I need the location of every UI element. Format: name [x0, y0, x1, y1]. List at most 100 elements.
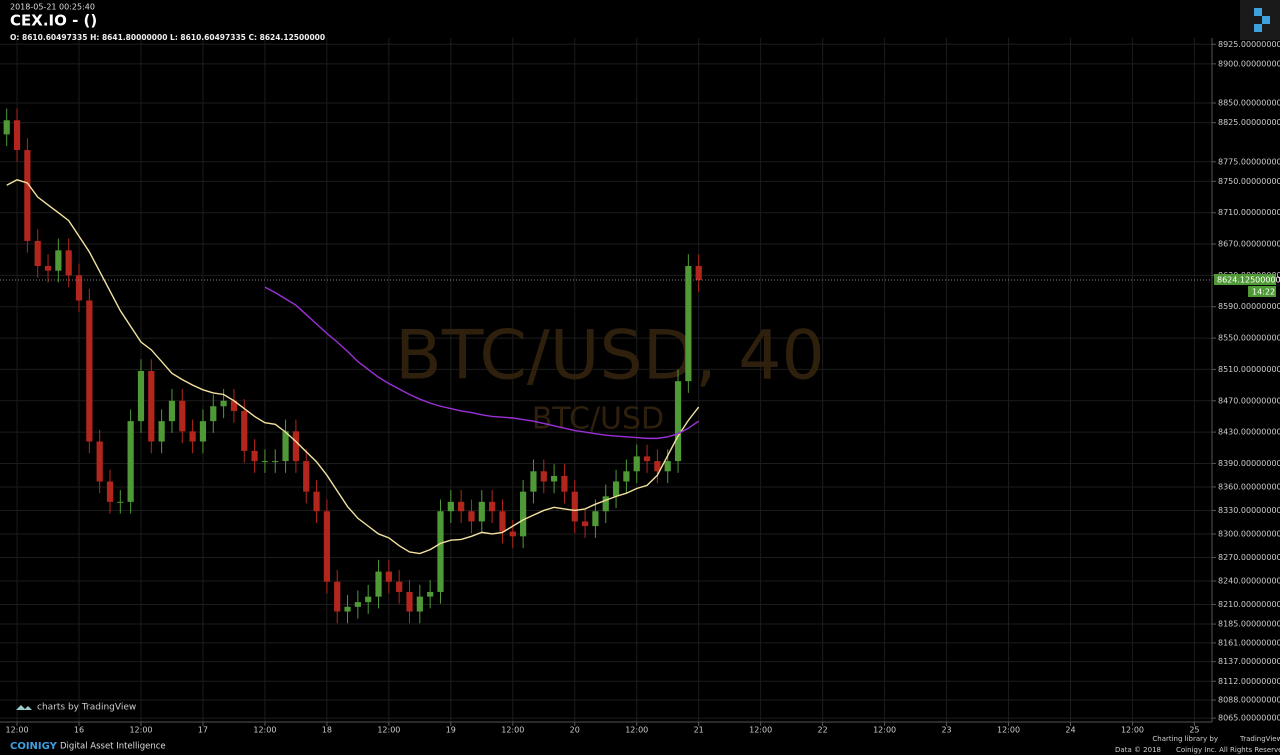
x-tick-label: 12:00 — [997, 726, 1020, 735]
candle-body — [354, 602, 361, 607]
candle-body — [230, 400, 238, 411]
x-tick-label: 12:00 — [6, 726, 29, 735]
candle-body — [695, 266, 702, 281]
y-tick-label: 8510.00000000 — [1218, 365, 1280, 374]
last-price-box — [1214, 274, 1276, 286]
candle-body — [674, 381, 682, 462]
candle-body — [509, 531, 516, 537]
y-tick-label: 8850.00000000 — [1218, 99, 1280, 108]
candle-body — [210, 406, 217, 422]
candle-body — [303, 461, 310, 492]
y-tick-label: 8900.00000000 — [1218, 59, 1280, 68]
y-tick-label: 8390.00000000 — [1218, 459, 1280, 468]
candle-body — [592, 511, 599, 527]
candle-body — [24, 150, 31, 241]
candle-body — [375, 571, 382, 597]
tv-badge: charts by TradingView — [37, 703, 136, 713]
candle-body — [282, 431, 289, 462]
candle-body — [13, 120, 21, 151]
candle-body — [199, 421, 207, 442]
candle-body — [106, 481, 114, 502]
candle-body — [581, 521, 589, 527]
y-tick-label: 8088.00000000 — [1218, 696, 1280, 705]
countdown-box — [1248, 286, 1276, 298]
candle-body — [623, 471, 630, 482]
candle-body — [654, 461, 661, 472]
candle-body — [551, 475, 558, 482]
title: CEX.IO - () — [10, 12, 97, 30]
candle-body — [530, 471, 537, 492]
moving-average — [6, 179, 700, 555]
x-tick-label: 20 — [570, 726, 580, 735]
candle-body — [458, 501, 465, 512]
x-tick-label: 25 — [1189, 726, 1199, 735]
candle-body — [396, 581, 403, 592]
x-tick-label: 17 — [198, 726, 208, 735]
candle-body — [323, 511, 330, 582]
library: Charting library by — [1152, 735, 1218, 743]
candle-body — [34, 240, 41, 266]
candle-body — [416, 596, 423, 612]
y-tick-label: 8775.00000000 — [1218, 157, 1280, 166]
candle-body — [344, 606, 351, 612]
candle-body — [261, 461, 269, 463]
candle-body — [468, 511, 475, 522]
candle-body — [158, 421, 165, 442]
y-tick-label: 8300.00000000 — [1218, 529, 1280, 538]
candle-body — [427, 591, 434, 597]
candle-body — [602, 496, 609, 512]
x-tick-label: 12:00 — [625, 726, 648, 735]
x-tick-label: 12:00 — [1121, 726, 1144, 735]
y-tick-label: 8750.00000000 — [1218, 177, 1280, 186]
candle-body — [137, 370, 145, 422]
candle-body — [86, 300, 93, 442]
x-tick-label: 12:00 — [873, 726, 896, 735]
brand: COINIGY — [10, 741, 58, 752]
candle-body — [65, 250, 72, 276]
candle-body — [365, 596, 372, 603]
candle-body — [148, 370, 155, 442]
candle-body — [127, 421, 134, 502]
candle-body — [55, 250, 62, 271]
rights: Coinigy Inc. All Rights Reserved — [1176, 746, 1280, 754]
candle-body — [292, 431, 299, 462]
x-tick-label: 21 — [694, 726, 704, 735]
logo-box — [1240, 0, 1280, 40]
y-tick-label: 8590.00000000 — [1218, 302, 1280, 311]
y-tick-label: 8925.00000000 — [1218, 40, 1280, 49]
data-credit: Data © 2018 — [1115, 746, 1161, 754]
logo — [1254, 8, 1270, 32]
candle-body — [499, 511, 506, 532]
datetime: 2018-05-21 00:25:40 — [10, 3, 95, 12]
candle-body — [478, 501, 485, 522]
candle-body — [241, 410, 248, 451]
x-tick-label: 23 — [941, 726, 951, 735]
y-tick-label: 8065.00000000 — [1218, 714, 1280, 723]
x-tick-label: 12:00 — [501, 726, 524, 735]
candle-body — [117, 501, 124, 503]
candle-body — [571, 491, 578, 522]
candle-body — [437, 511, 444, 592]
x-tick-label: 12:00 — [253, 726, 276, 735]
countdown: 14:22 — [1252, 288, 1275, 297]
x-tick-label: 22 — [818, 726, 828, 735]
candle-body — [168, 400, 176, 422]
y-tick-label: 8210.00000000 — [1218, 600, 1280, 609]
candle-body — [447, 501, 454, 512]
x-tick-label: 24 — [1065, 726, 1075, 735]
y-tick-label: 8270.00000000 — [1218, 553, 1280, 562]
y-tick-label: 8430.00000000 — [1218, 428, 1280, 437]
candle-body — [406, 591, 413, 612]
y-tick-label: 8360.00000000 — [1218, 482, 1280, 491]
candle-body — [664, 461, 671, 472]
x-tick-label: 12:00 — [129, 726, 152, 735]
candle-body — [489, 501, 496, 512]
x-tick-label: 16 — [74, 726, 84, 735]
candle-body — [220, 400, 227, 407]
candle-body — [334, 581, 341, 612]
x-tick-label: 19 — [446, 726, 456, 735]
y-tick-label: 8137.00000000 — [1218, 657, 1280, 666]
candle-body — [385, 571, 392, 582]
